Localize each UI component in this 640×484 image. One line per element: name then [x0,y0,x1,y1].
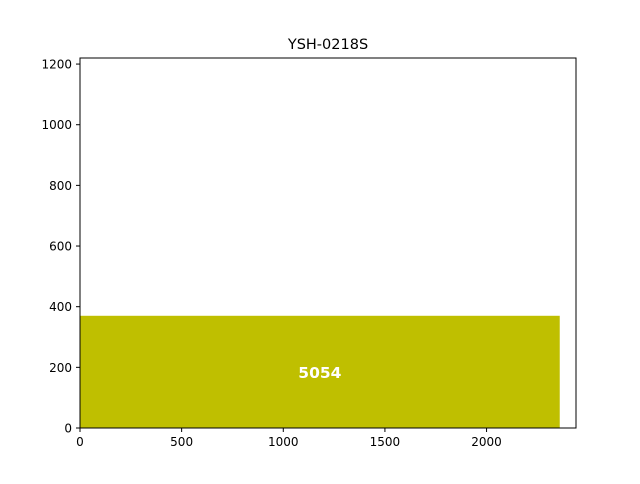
y-tick-label-5: 1000 [41,118,72,132]
y-axis: 0 200 400 600 800 1000 1200 [41,58,80,436]
x-axis: 0 500 1000 1500 2000 [76,428,502,449]
y-tick-label-3: 600 [49,240,72,254]
y-tick-label-6: 1200 [41,58,72,72]
y-tick-label-1: 200 [49,361,72,375]
plot-frame [79,57,577,429]
bar-labels-layer: 5054 [298,364,341,382]
x-tick-label-3: 1500 [370,435,401,449]
y-tick-label-2: 400 [49,300,72,314]
x-tick-label-2: 1000 [268,435,299,449]
x-tick-label-0: 0 [76,435,84,449]
chart-title: YSH-0218S [287,37,368,53]
y-tick-label-4: 800 [49,179,72,193]
x-tick-label-1: 500 [170,435,193,449]
bar-label-0: 5054 [298,364,341,382]
y-tick-label-0: 0 [64,422,72,436]
x-tick-label-4: 2000 [471,435,502,449]
bars-layer [80,315,560,428]
bar-0 [80,315,560,428]
